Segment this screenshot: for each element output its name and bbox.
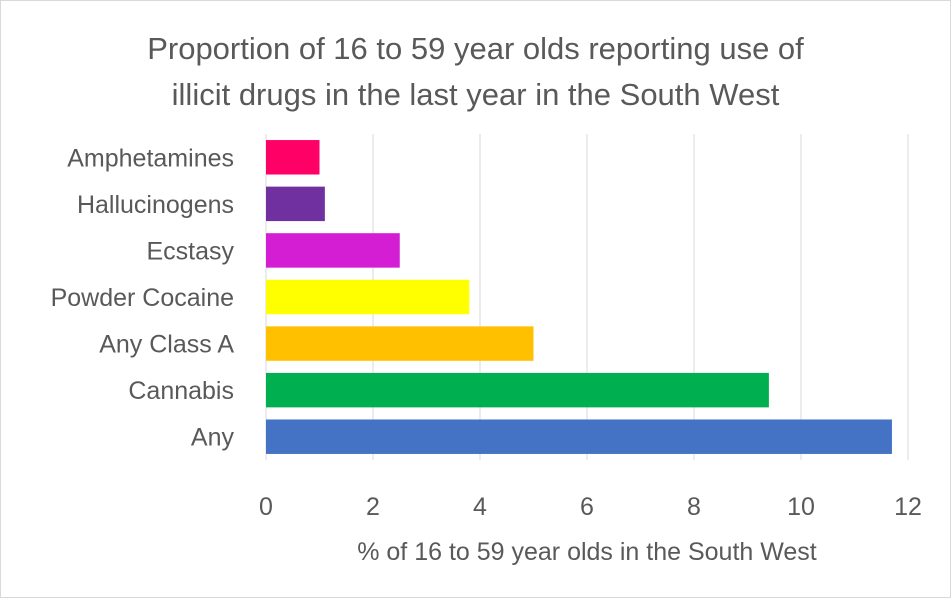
category-label: Powder Cocaine xyxy=(51,284,234,312)
bar-ecstasy xyxy=(266,233,400,268)
chart-title-line-2: illicit drugs in the last year in the So… xyxy=(171,77,780,112)
bar-hallucinogens xyxy=(266,186,325,222)
chart-title: Proportion of 16 to 59 year olds reporti… xyxy=(0,26,951,118)
x-axis-title: % of 16 to 59 year olds in the South Wes… xyxy=(357,538,817,566)
category-label: Any xyxy=(191,424,235,452)
category-label: Amphetamines xyxy=(67,144,234,172)
category-labels: Amphetamines Hallucinogens Ecstasy Powder C… xyxy=(51,144,235,451)
x-tick-label: 12 xyxy=(894,493,922,521)
x-tick-label: 6 xyxy=(580,493,594,521)
category-label: Hallucinogens xyxy=(77,191,234,219)
category-label: Cannabis xyxy=(128,377,234,405)
category-label: Any Class A xyxy=(99,331,234,359)
x-tick-label: 2 xyxy=(366,493,380,521)
chart-title-line-1: Proportion of 16 to 59 year olds reporti… xyxy=(147,31,804,66)
tick-labels: 0 2 4 6 8 10 12 xyxy=(259,493,922,521)
bars xyxy=(266,140,892,454)
bar-any-class-a xyxy=(266,326,534,361)
bar-amphetamines xyxy=(266,140,320,175)
bar-cannabis xyxy=(266,372,769,408)
bar-powder-cocaine xyxy=(266,279,470,315)
x-tick-label: 10 xyxy=(787,493,815,521)
bar-any xyxy=(266,419,892,454)
x-tick-label: 0 xyxy=(259,493,273,521)
x-tick-label: 4 xyxy=(473,493,487,521)
x-tick-label: 8 xyxy=(687,493,701,521)
category-label: Ecstasy xyxy=(146,237,234,265)
